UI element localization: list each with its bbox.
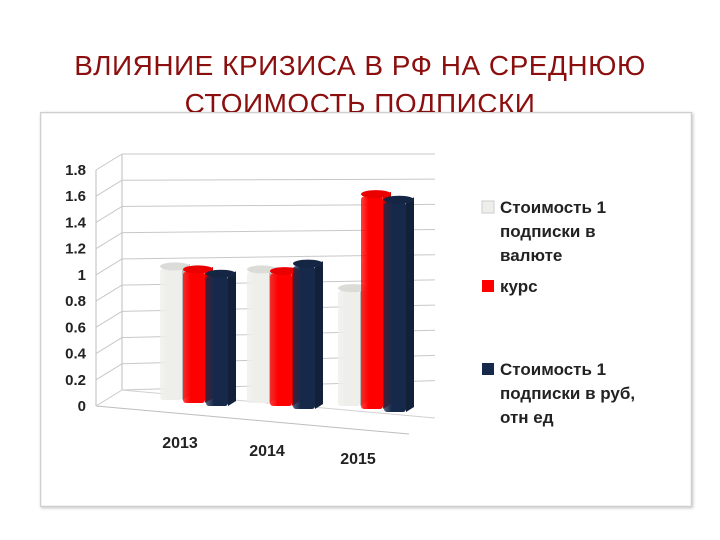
legend-label: валюте: [500, 246, 562, 265]
legend-swatch: [481, 200, 495, 214]
bar: [293, 259, 323, 409]
legend-label: Стоимость 1: [500, 360, 606, 379]
x-tick-label: 2015: [340, 451, 376, 468]
gridline-side: [95, 284, 123, 302]
gridline-side: [95, 232, 123, 250]
y-tick-label: 0.2: [65, 372, 86, 389]
label-layer: 0 0.2 0.4 0.6 0.8 1 1.2 1.4 1.6 1.8 2013 2014 2015: [65, 162, 376, 468]
bar: [384, 195, 414, 412]
x-tick-label: 2013: [162, 435, 198, 452]
y-tick-label: 0: [78, 398, 86, 415]
y-tick-label: 1.4: [65, 214, 87, 231]
gridline-side: [95, 258, 123, 276]
legend-item: Стоимость 1 подписки в руб, отн ед: [482, 360, 635, 427]
slide-title-line-1: ВЛИЯНИЕ КРИЗИСА В РФ НА СРЕДНЮЮ: [74, 49, 646, 81]
legend-label: курс: [500, 277, 538, 296]
gridline-side: [95, 389, 123, 407]
y-tick-label: 1.6: [65, 188, 86, 205]
y-tick-label: 1.8: [65, 162, 86, 179]
gridline-side: [95, 179, 123, 197]
x-tick-label: 2014: [249, 443, 285, 460]
legend-layer: Стоимость 1 подписки в валюте курс Стоимость…: [481, 198, 635, 427]
legend-swatch: [482, 363, 494, 375]
gridline-side: [95, 206, 123, 223]
gridline-side: [95, 310, 123, 328]
gridline-side: [95, 153, 123, 171]
gridline-side: [95, 363, 123, 381]
y-tick-label: 1: [78, 267, 86, 284]
legend-item: курс: [482, 277, 538, 296]
legend-label: подписки в: [500, 222, 596, 241]
legend-item: Стоимость 1 подписки в валюте: [481, 198, 606, 265]
y-tick-label: 0.8: [65, 293, 86, 310]
legend-swatch: [482, 280, 494, 292]
y-tick-label: 1.2: [65, 241, 86, 258]
y-tick-label: 0.4: [65, 346, 87, 363]
bar-layer: [160, 190, 414, 412]
y-tick-label: 0.6: [65, 319, 86, 336]
legend-label: Стоимость 1: [500, 198, 606, 217]
gridline-side: [95, 337, 123, 354]
bar: [206, 269, 236, 406]
gridline: [121, 178, 436, 181]
legend-label: подписки в руб,: [500, 384, 635, 403]
legend-label: отн ед: [500, 408, 554, 427]
slide-title: ВЛИЯНИЕ КРИЗИСА В РФ НА СРЕДНЮЮ СТОИМОСТ…: [0, 47, 720, 123]
